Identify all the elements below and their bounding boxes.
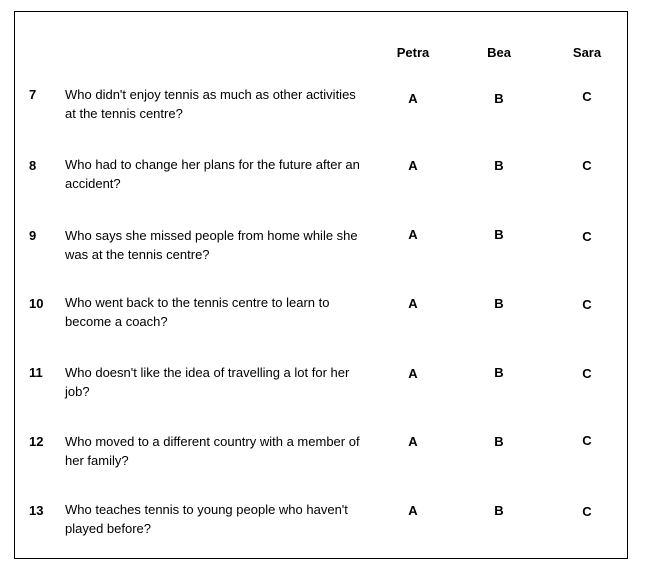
question-text: Who had to change her plans for the futu…	[65, 157, 360, 191]
option-c[interactable]: C	[582, 504, 592, 519]
column-header-petra: Petra	[396, 45, 430, 60]
question-number: 7	[29, 87, 37, 102]
option-b[interactable]: B	[494, 365, 504, 380]
question-number: 13	[29, 503, 44, 518]
column-header-sara: Sara	[572, 45, 602, 60]
option-a[interactable]: A	[408, 434, 418, 449]
option-c[interactable]: C	[582, 229, 592, 244]
option-c[interactable]: C	[582, 297, 592, 312]
option-c[interactable]: C	[582, 366, 592, 381]
option-a[interactable]: A	[408, 503, 418, 518]
option-a[interactable]: A	[408, 227, 418, 242]
option-b[interactable]: B	[494, 296, 504, 311]
question-text: Who teaches tennis to young people who h…	[65, 502, 348, 536]
option-b[interactable]: B	[494, 158, 504, 173]
question-text: Who didn't enjoy tennis as much as other…	[65, 87, 356, 121]
question-text: Who doesn't like the idea of travelling …	[65, 365, 350, 399]
question-number: 9	[29, 228, 37, 243]
question-text: Who went back to the tennis centre to le…	[65, 295, 330, 329]
option-c[interactable]: C	[582, 89, 592, 104]
option-a[interactable]: A	[408, 296, 418, 311]
option-b[interactable]: B	[494, 434, 504, 449]
question-table-frame	[14, 11, 628, 559]
option-b[interactable]: B	[494, 503, 504, 518]
question-text: Who moved to a different country with a …	[65, 434, 360, 468]
question-number: 12	[29, 434, 44, 449]
option-c[interactable]: C	[582, 158, 592, 173]
question-number: 8	[29, 158, 37, 173]
column-header-bea: Bea	[487, 45, 511, 60]
question-text: Who says she missed people from home whi…	[65, 228, 358, 262]
question-number: 11	[29, 365, 43, 380]
question-number: 10	[29, 296, 44, 311]
option-a[interactable]: A	[408, 91, 418, 106]
option-b[interactable]: B	[494, 91, 504, 106]
option-a[interactable]: A	[408, 366, 418, 381]
option-c[interactable]: C	[582, 433, 592, 448]
option-b[interactable]: B	[494, 227, 504, 242]
option-a[interactable]: A	[408, 158, 418, 173]
